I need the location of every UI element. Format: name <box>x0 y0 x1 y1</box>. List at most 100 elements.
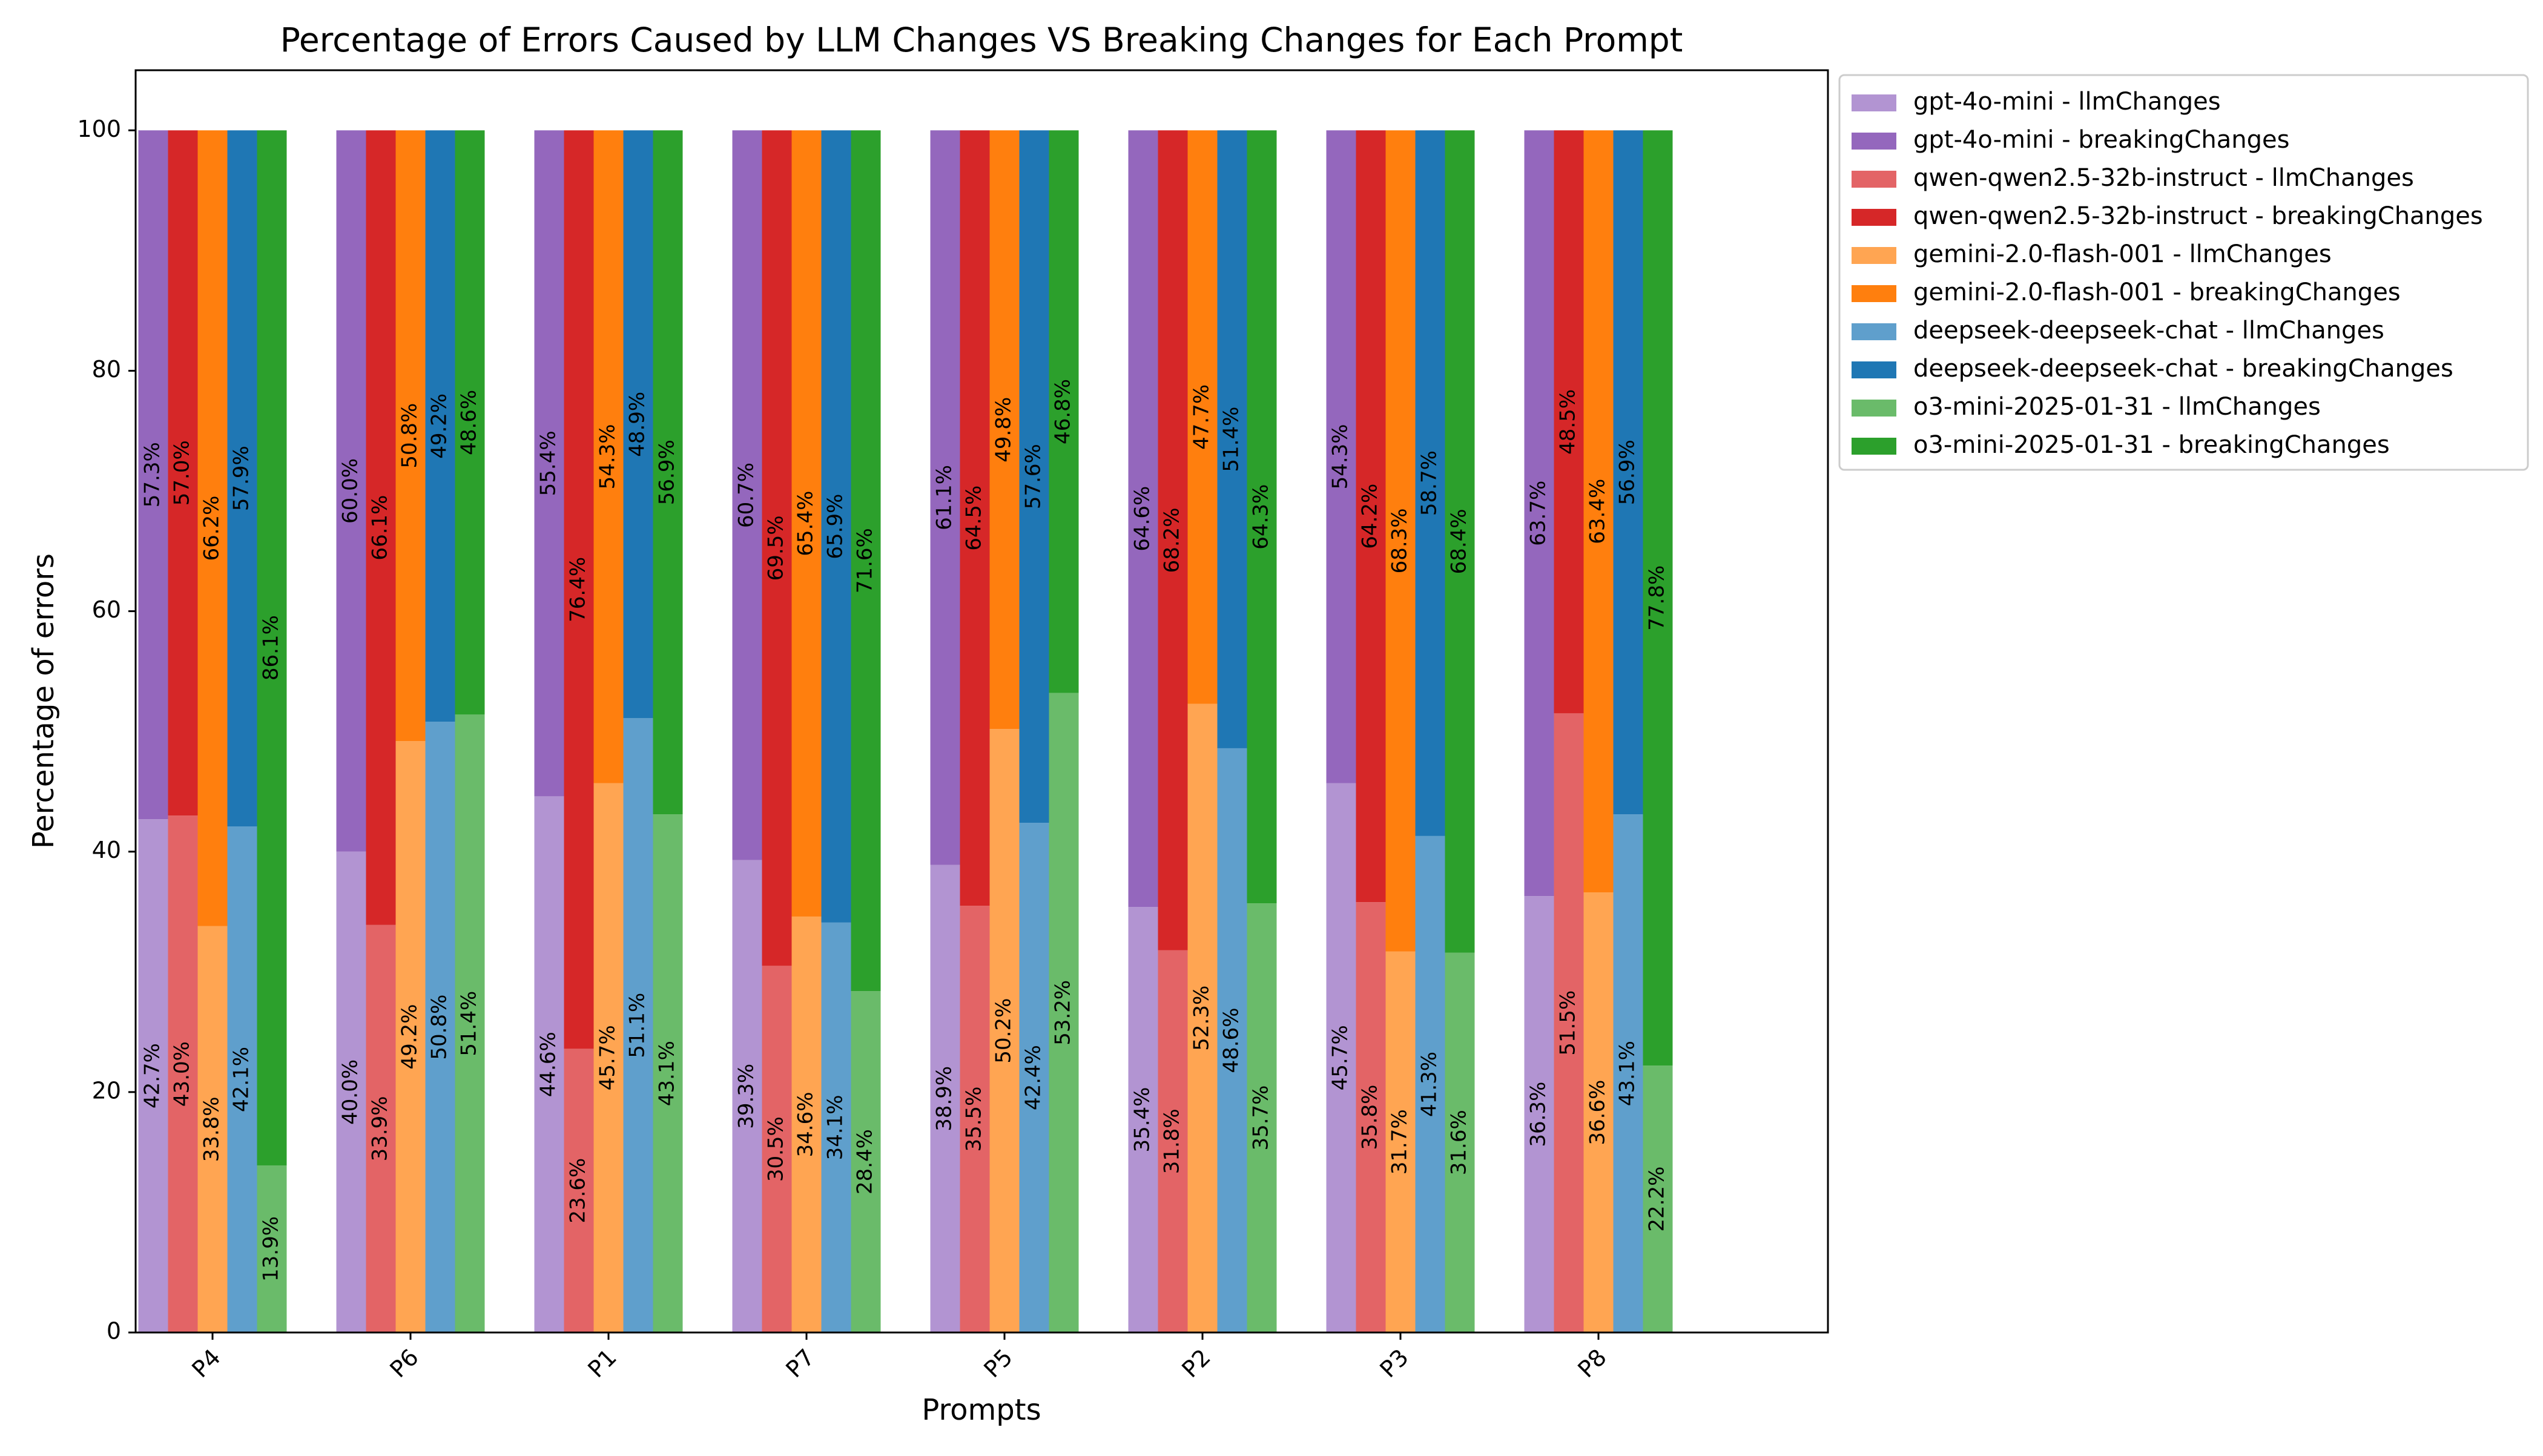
legend-label: gpt-4o-mini - llmChanges <box>1913 88 2221 116</box>
y-tick-label: 40 <box>92 837 121 863</box>
bar-value-label-breaking: 60.0% <box>338 458 363 524</box>
bar-value-label-llm: 34.1% <box>823 1095 848 1160</box>
bar-llm-changes <box>1643 1066 1673 1332</box>
bar-llm-changes <box>732 860 762 1332</box>
legend-swatch <box>1852 285 1896 302</box>
bar-value-label-breaking: 64.6% <box>1130 486 1155 552</box>
bar-value-label-breaking: 57.9% <box>229 446 254 511</box>
bar-value-label-breaking: 58.7% <box>1417 450 1442 516</box>
legend-label: gemini-2.0-flash-001 - breakingChanges <box>1913 278 2401 306</box>
bar-llm-changes <box>1415 835 1445 1332</box>
bar-value-label-llm: 28.4% <box>853 1129 877 1194</box>
bar-value-label-breaking: 48.9% <box>625 392 650 457</box>
bar-value-label-breaking: 66.2% <box>200 496 224 561</box>
bar-breaking-changes <box>1128 130 1158 908</box>
bar-breaking-changes <box>593 130 624 783</box>
bar-breaking-changes <box>653 130 683 815</box>
bar-llm-changes <box>227 826 257 1332</box>
bar-breaking-changes <box>1583 130 1614 893</box>
bar-value-label-llm: 42.4% <box>1021 1045 1046 1110</box>
bar-llm-changes <box>564 1049 594 1332</box>
y-tick-label: 100 <box>77 116 121 142</box>
x-tick-label: P8 <box>1572 1344 1611 1383</box>
x-axis-title: Prompts <box>922 1393 1041 1427</box>
bar-value-label-llm: 31.6% <box>1447 1110 1471 1175</box>
bar-breaking-changes <box>1524 130 1554 897</box>
bar-breaking-changes <box>1445 130 1475 953</box>
x-tick-label: P2 <box>1176 1344 1215 1383</box>
bar-llm-changes <box>593 783 624 1332</box>
bar-value-label-breaking: 65.4% <box>794 491 818 556</box>
bar-value-label-breaking: 57.6% <box>1021 444 1046 509</box>
x-tick-label: P1 <box>582 1344 621 1383</box>
legend-label: o3-mini-2025-01-31 - breakingChanges <box>1913 431 2390 459</box>
bar-value-label-llm: 43.1% <box>1615 1041 1640 1106</box>
bar-llm-changes <box>1247 903 1277 1332</box>
bar-breaking-changes <box>395 130 426 742</box>
bar-llm-changes <box>1524 896 1554 1332</box>
bar-breaking-changes <box>425 130 455 722</box>
bar-value-label-breaking: 55.4% <box>536 430 561 496</box>
bar-llm-changes <box>762 966 792 1332</box>
bar-value-label-breaking: 54.3% <box>1328 424 1353 489</box>
bar-value-label-breaking: 68.3% <box>1388 508 1412 573</box>
bar-value-label-llm: 50.2% <box>992 998 1016 1064</box>
legend-label: deepseek-deepseek-chat - breakingChanges <box>1913 355 2453 383</box>
bar-value-label-llm: 23.6% <box>566 1158 590 1224</box>
bar-value-label-llm: 43.1% <box>655 1041 679 1106</box>
bar-value-label-breaking: 50.8% <box>398 403 422 469</box>
bar-value-label-llm: 42.7% <box>140 1043 165 1108</box>
legend-swatch <box>1852 94 1896 111</box>
bar-breaking-changes <box>257 130 287 1165</box>
legend-swatch <box>1852 133 1896 150</box>
bar-llm-changes <box>425 722 455 1332</box>
bar-value-label-llm: 51.5% <box>1556 990 1580 1056</box>
bar-value-label-breaking: 48.5% <box>1556 389 1580 455</box>
bar-value-label-llm: 48.6% <box>1219 1007 1244 1073</box>
bar-breaking-changes <box>138 130 168 820</box>
bar-llm-changes <box>1019 823 1049 1332</box>
bar-value-label-llm: 45.7% <box>1328 1025 1353 1090</box>
bar-breaking-changes <box>732 130 762 860</box>
bar-breaking-changes <box>623 130 653 719</box>
bars-layer <box>138 130 1673 1332</box>
bar-value-label-breaking: 66.1% <box>368 495 392 561</box>
bar-llm-changes <box>960 906 990 1332</box>
bar-llm-changes <box>791 916 822 1332</box>
bar-breaking-changes <box>534 130 564 797</box>
bar-value-label-breaking: 64.2% <box>1358 484 1382 549</box>
bar-llm-changes <box>257 1165 287 1332</box>
bar-value-label-llm: 45.7% <box>596 1025 620 1090</box>
bar-value-label-breaking: 63.7% <box>1526 481 1551 546</box>
bar-breaking-changes <box>1613 130 1643 815</box>
bar-value-label-breaking: 48.6% <box>457 390 481 455</box>
bar-value-label-breaking: 86.1% <box>259 615 283 680</box>
legend-label: gpt-4o-mini - breakingChanges <box>1913 126 2289 154</box>
bar-llm-changes <box>1158 950 1188 1332</box>
bar-value-label-breaking: 65.9% <box>823 494 848 559</box>
bar-breaking-changes <box>1158 130 1188 950</box>
bar-llm-changes <box>653 814 683 1332</box>
legend: gpt-4o-mini - llmChanges gpt-4o-mini - br… <box>1838 74 2529 471</box>
bar-value-label-llm: 42.1% <box>229 1047 254 1112</box>
bar-value-label-breaking: 56.9% <box>1615 440 1640 505</box>
bar-breaking-changes <box>821 130 851 923</box>
bar-llm-changes <box>1554 713 1584 1332</box>
bar-value-label-breaking: 68.2% <box>1160 507 1184 573</box>
bar-value-label-llm: 38.9% <box>932 1066 957 1132</box>
x-axis: P4 P6 P1 P7 P5 P2 P3 P8 <box>186 1332 1612 1383</box>
bar-breaking-changes <box>227 130 257 827</box>
x-tick-label: P5 <box>978 1344 1017 1383</box>
bar-value-label-llm: 33.9% <box>368 1096 392 1161</box>
bar-value-label-breaking: 56.9% <box>655 440 679 505</box>
bar-breaking-changes <box>791 130 822 917</box>
bar-value-label-llm: 31.7% <box>1388 1109 1412 1174</box>
bar-llm-changes <box>1583 892 1614 1332</box>
legend-label: gemini-2.0-flash-001 - llmChanges <box>1913 240 2332 268</box>
bar-llm-changes <box>1217 748 1247 1332</box>
bar-value-label-llm: 35.8% <box>1358 1085 1382 1150</box>
bar-llm-changes <box>395 741 426 1332</box>
bar-llm-changes <box>1613 814 1643 1332</box>
bar-llm-changes <box>366 924 396 1332</box>
